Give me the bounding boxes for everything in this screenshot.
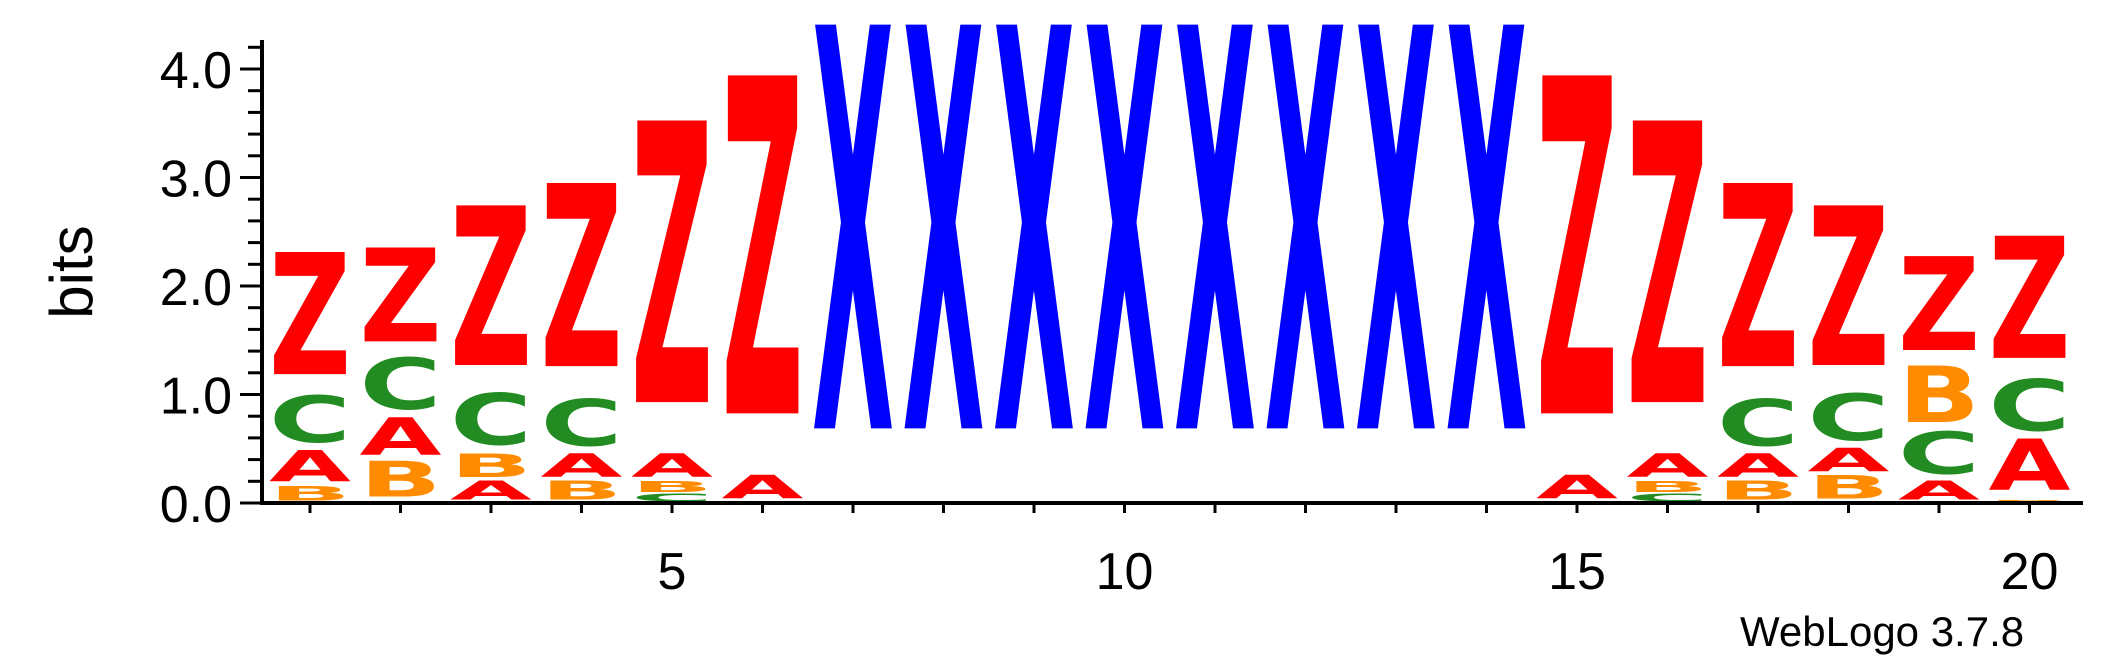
glyph-18-Z: Z — [1808, 163, 1890, 418]
glyph-11-X: X — [1174, 0, 1256, 560]
glyph-14-X: X — [1446, 0, 1528, 560]
glyph-18-C: C — [1808, 380, 1890, 456]
glyph-15-Z: Z — [1536, 0, 1618, 523]
glyph-19-C: C — [1898, 419, 1980, 487]
glyph-1-Z: Z — [269, 218, 351, 414]
glyph-15-A: A — [1536, 469, 1619, 506]
glyph-2-C: C — [360, 344, 442, 427]
glyph-12-X: X — [1265, 0, 1347, 560]
x-tick-label: 20 — [2001, 543, 2059, 601]
glyph-20-C: C — [1989, 365, 2071, 448]
glyph-5-A: A — [631, 447, 714, 484]
glyph-18-B: B — [1808, 469, 1890, 507]
glyph-2-Z: Z — [360, 222, 442, 372]
glyph-17-B: B — [1717, 476, 1799, 506]
glyph-5-Z: Z — [631, 45, 713, 494]
y-tick-label: 1.0 — [160, 368, 232, 426]
glyph-16-Z: Z — [1627, 45, 1709, 494]
glyph-20-Z: Z — [1989, 202, 2071, 398]
axes: 0.0 1.0 2.0 3.0 4.0 5 10 15 20 bits — [38, 40, 2083, 601]
glyph-8-X: X — [903, 0, 985, 560]
glyph-17-C: C — [1717, 385, 1799, 461]
glyph-20-A: A — [1989, 425, 2071, 508]
y-tick-label: 3.0 — [160, 151, 232, 209]
glyph-17-A: A — [1717, 447, 1800, 484]
x-tick-label: 5 — [658, 543, 687, 601]
glyph-4-B: B — [541, 476, 623, 506]
glyph-3-C: C — [450, 380, 532, 463]
glyph-6-Z: Z — [722, 0, 804, 523]
glyph-16-B: B — [1627, 478, 1709, 496]
x-tick-label: 10 — [1096, 543, 1154, 601]
y-axis-label: bits — [38, 225, 105, 318]
glyph-9-X: X — [993, 0, 1075, 560]
glyph-16-A: A — [1627, 447, 1710, 484]
glyph-18-A: A — [1808, 442, 1891, 479]
y-tick-label: 2.0 — [160, 259, 232, 317]
glyph-1-A: A — [269, 442, 352, 492]
glyph-10-X: X — [1084, 0, 1166, 560]
glyph-17-Z: Z — [1717, 133, 1799, 426]
glyph-19-B: B — [1898, 351, 1980, 441]
glyph-4-A: A — [541, 447, 624, 484]
y-tick-label: 4.0 — [160, 42, 232, 100]
glyph-4-C: C — [541, 385, 623, 461]
y-tick-label: 0.0 — [160, 476, 232, 534]
glyph-6-A: A — [722, 469, 805, 506]
glyph-3-A: A — [450, 476, 532, 506]
glyph-4-Z: Z — [541, 133, 623, 426]
glyph-1-C: C — [269, 382, 351, 458]
glyph-7-X: X — [812, 0, 894, 560]
weblogo-credit: WebLogo 3.7.8 — [1740, 608, 2025, 655]
glyph-2-A: A — [360, 407, 443, 467]
glyph-3-Z: Z — [450, 163, 532, 418]
glyph-19-Z: Z — [1898, 231, 1980, 381]
glyph-5-B: B — [631, 478, 713, 496]
glyph-13-X: X — [1355, 0, 1437, 560]
glyph-2-B: B — [360, 451, 442, 508]
x-tick-label: 15 — [1548, 543, 1606, 601]
glyph-1-B: B — [269, 483, 351, 506]
glyph-3-B: B — [450, 447, 532, 485]
glyph-19-A: A — [1898, 476, 1980, 506]
